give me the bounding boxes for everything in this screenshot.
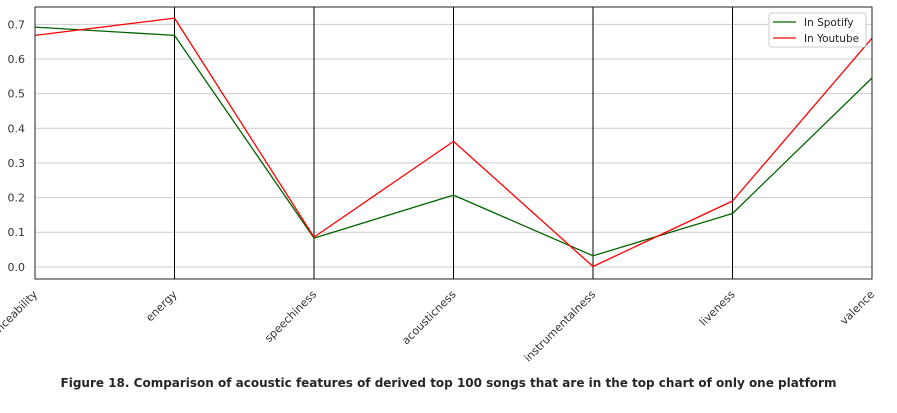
x-tick-label: acousticness	[399, 288, 458, 347]
series-lines	[34, 17, 873, 268]
y-tick-labels: 0.0 0.1 0.2 0.3 0.4 0.5 0.6 0.7	[8, 18, 26, 274]
legend: In Spotify In Youtube	[768, 12, 867, 48]
x-tick-label: instrumentalness	[522, 288, 599, 365]
legend-label: In Spotify	[804, 17, 854, 29]
plot-frame	[34, 6, 873, 280]
x-tick-label: energy	[143, 288, 180, 325]
y-tick-label: 0.1	[8, 226, 26, 239]
y-tick-label: 0.3	[8, 157, 26, 170]
x-tick-label: speechiness	[262, 288, 319, 345]
legend-label: In Youtube	[804, 33, 859, 45]
series-line-in-spotify	[34, 26, 873, 257]
series-line-in-youtube	[34, 17, 873, 268]
x-tick-label: liveness	[697, 288, 738, 329]
y-tick-label: 0.0	[8, 261, 26, 274]
x-tick-label: valence	[838, 288, 878, 328]
category-lines	[174, 7, 733, 279]
x-tick-label: danceability	[0, 288, 40, 345]
figure-caption: Figure 18. Comparison of acoustic featur…	[60, 376, 837, 390]
y-tick-label: 0.6	[8, 53, 26, 66]
y-tick-label: 0.7	[8, 18, 26, 31]
x-tick-labels: danceability energy speechiness acousticnes…	[0, 288, 877, 365]
y-tick-label: 0.2	[8, 192, 26, 205]
y-tick-label: 0.5	[8, 88, 26, 101]
y-tick-label: 0.4	[8, 122, 26, 135]
